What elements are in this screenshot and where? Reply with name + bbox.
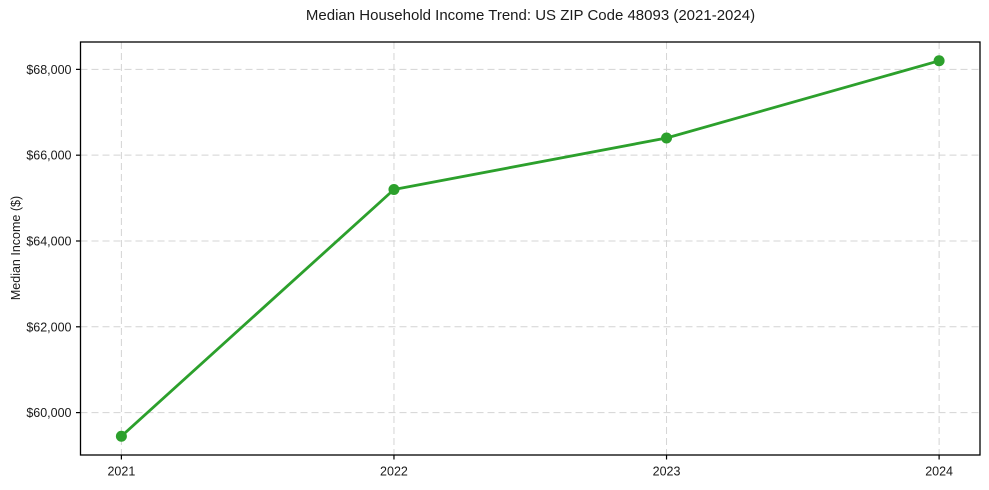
x-tick-label: 2021 (107, 465, 135, 479)
trend-line (119, 59, 941, 438)
x-tick-label: 2024 (925, 465, 953, 479)
y-tick-label: $64,000 (26, 234, 71, 248)
x-tick-label: 2023 (653, 465, 681, 479)
data-point-marker (115, 430, 127, 442)
y-tick-label: $66,000 (26, 149, 71, 163)
data-point-marker (388, 184, 400, 196)
plot-border (79, 41, 981, 456)
data-point-marker (933, 55, 945, 67)
x-tick-label: 2022 (380, 465, 408, 479)
chart-title: Median Household Income Trend: US ZIP Co… (305, 7, 756, 24)
y-tick-label: $68,000 (26, 63, 71, 77)
y-tick-label: $62,000 (26, 320, 71, 334)
y-tick-label: $60,000 (26, 406, 71, 420)
data-point-marker (661, 132, 673, 144)
